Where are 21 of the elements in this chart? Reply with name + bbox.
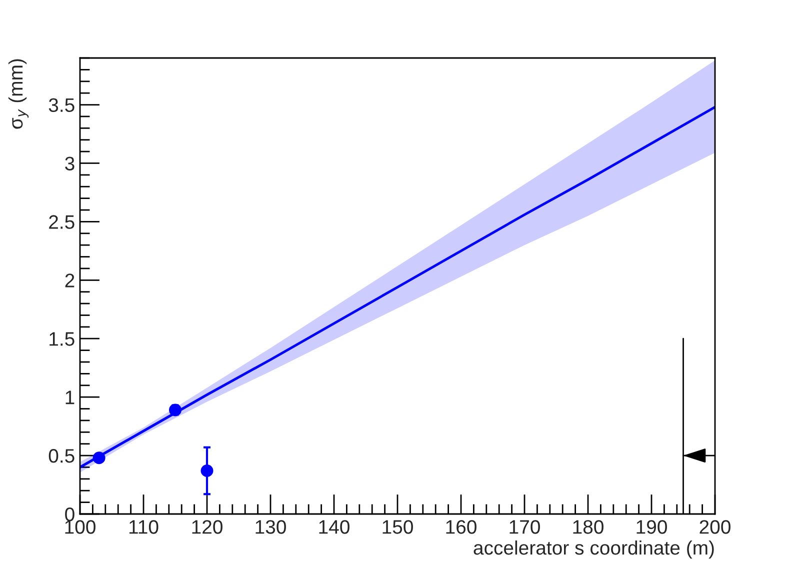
- y-tick-label: 3: [65, 156, 74, 170]
- x-tick-label: 140: [319, 520, 350, 534]
- y-axis-title: σ$_{y}$ (mm): [8, 59, 29, 129]
- x-tick-label: 130: [256, 520, 286, 534]
- x-tick-label: 170: [510, 520, 540, 534]
- x-tick-label: 110: [129, 520, 158, 534]
- y-tick-label: 2.5: [49, 215, 74, 229]
- x-axis-title: accelerator s coordinate (m): [474, 540, 714, 559]
- y-tick-label: 1.5: [50, 332, 74, 346]
- y-tick-label: 0.5: [48, 449, 74, 463]
- x-tick-label: 190: [636, 520, 667, 534]
- x-tick-label: 160: [446, 520, 476, 534]
- x-tick-label: 200: [700, 520, 730, 534]
- y-tick-label: 2: [65, 274, 74, 288]
- x-tick-label: 150: [382, 520, 413, 534]
- x-tick-label: 180: [573, 520, 604, 534]
- y-tick-label: 0: [65, 507, 74, 522]
- y-tick-label: 1: [66, 390, 74, 404]
- x-tick-label: 120: [192, 520, 222, 534]
- y-tick-label: 3.5: [48, 98, 74, 112]
- x-tick-label: 100: [65, 520, 96, 534]
